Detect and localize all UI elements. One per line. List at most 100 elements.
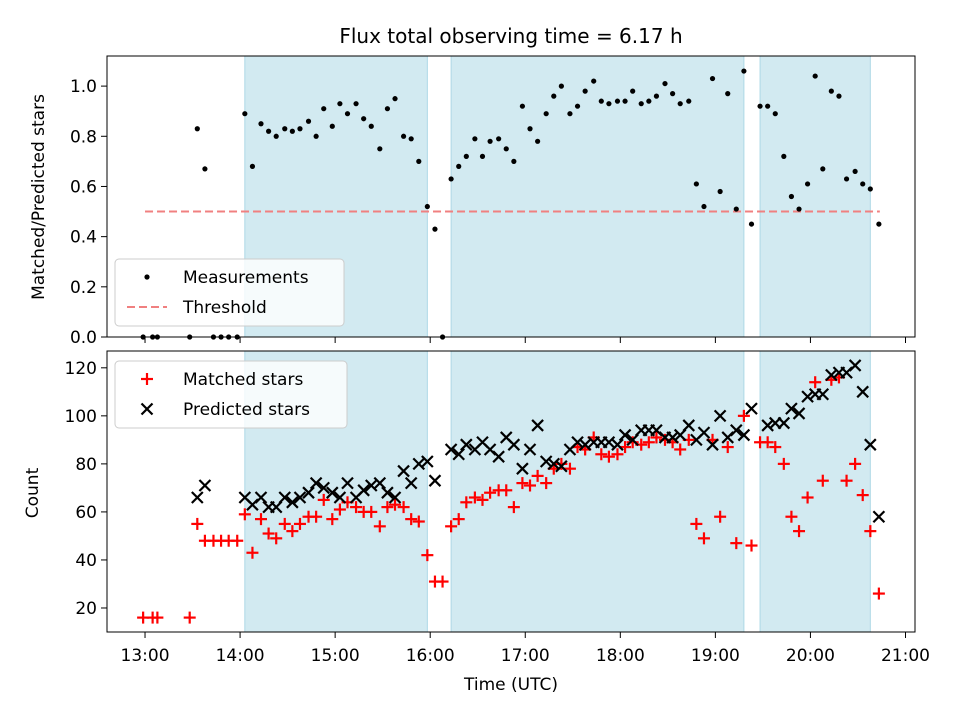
predicted-point-b [278,491,292,504]
legend-matched-label: Matched stars [183,370,303,390]
measurement-point [289,128,295,134]
predicted-point-b [341,476,354,490]
predicted-point-b [191,491,204,504]
matched-point [278,517,291,530]
measurement-point [368,123,374,129]
predicted-point [864,438,877,451]
measurement-point [606,101,612,107]
predicted-point [872,510,886,523]
predicted-point [373,476,387,490]
legend-threshold-label: Threshold [182,298,267,318]
x-tick-label: 21:00 [881,646,930,666]
measurement-point [344,111,351,117]
measurement-point [582,88,588,94]
measurement-point [630,88,636,94]
predicted-point-b [555,460,568,473]
predicted-point [317,481,331,495]
matched-point [769,441,782,454]
predicted-point [198,479,212,492]
chart-title: Flux total observing time = 6.17 h [339,24,682,48]
predicted-point-b [357,484,370,497]
predicted-point-b [730,423,743,437]
legend-matched-marker [141,373,153,385]
measurement-point [843,176,850,182]
measurement-point [353,101,359,107]
predicted-point [404,476,418,490]
top-panel: 0.0 0.2 0.4 0.6 0.8 1.0 Matched/Predicted sta… [29,55,916,348]
matched-point [674,443,687,456]
matched-point [293,517,306,530]
measurement-point [646,98,652,104]
legend-predicted-cross [140,402,154,416]
measurement-point [852,168,858,175]
measurement-point [463,153,469,159]
measurement-point [297,126,303,132]
measurement-point [701,203,707,210]
matched-point [317,493,330,506]
predicted-point-b [864,438,877,451]
top-y-tick-label: 1.0 [70,77,97,97]
measurement-point [503,146,509,152]
bottom-x-axis: 13:00 14:00 15:00 16:00 17:00 18:00 19:00 20:00… [121,632,930,666]
measurement-point [384,106,391,112]
matched-point [540,477,553,490]
measurement-point [266,128,272,134]
bottom-plot-frame [106,350,916,633]
predicted-point [706,438,719,451]
matched-point [563,462,576,475]
top-y-axis-label: Matched/Predicted stars [29,94,49,300]
predicted-point [516,462,529,475]
predicted-point [682,419,696,432]
measurement-point [748,221,755,227]
matched-point [373,520,386,533]
x-tick-label: 15:00 [311,646,360,666]
predicted-point [730,423,743,437]
measurement-point [249,163,256,169]
predicted-point-b [302,486,315,499]
predicted-point-b [872,510,886,523]
top-observing-windows [244,55,871,338]
matched-point [246,546,259,559]
matched-point [270,532,283,545]
legend-predicted-marker [140,402,154,416]
bottom-y-tick-label: 80 [75,455,97,475]
matched-point [405,513,418,526]
predicted-point [713,409,727,423]
matched-point [412,515,425,528]
measurement-point [598,98,604,104]
measurement-point [527,126,533,132]
measurement-point [242,111,248,117]
x-tick-label: 19:00 [691,646,740,666]
bottom-legend-box [114,360,348,429]
measurement-point [377,146,383,152]
matched-point [595,448,608,461]
predicted-point [785,402,798,415]
predicted-point-b [777,416,791,430]
matched-point [602,450,615,463]
predicted-point [611,438,624,451]
matched-point [350,501,363,514]
matched-point [809,376,822,389]
top-legend-box [114,258,345,327]
predicted-point [341,476,354,490]
predicted-point-b [618,428,632,442]
measurement-point [567,111,573,117]
matched-point [531,469,544,482]
predicted-point [452,447,465,461]
measurement-point [202,166,208,172]
predicted-point [555,460,568,473]
matched-point [484,486,497,499]
measurement-point [757,103,763,109]
x-tick-label: 14:00 [216,646,265,666]
measurement-point [788,193,795,200]
predicted-point-b [499,431,513,444]
measurement-point [329,123,335,129]
matched-point [191,517,204,530]
predicted-point [816,387,830,401]
predicted-point [326,486,339,499]
top-y-tick-label: 0.8 [70,127,97,147]
matched-point [721,441,734,454]
predicted-point-b [516,462,529,475]
predicted-point-b [706,438,719,451]
predicted-point-b [460,438,473,451]
